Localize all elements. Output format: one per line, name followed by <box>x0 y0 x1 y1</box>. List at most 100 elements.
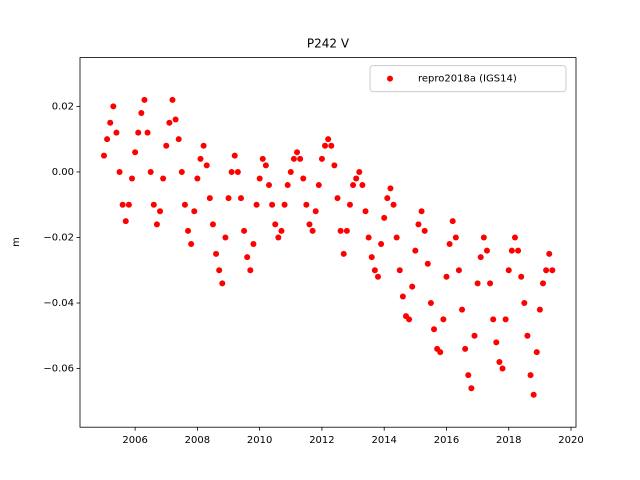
data-point <box>160 175 167 182</box>
data-point <box>265 182 272 189</box>
data-point <box>163 142 170 149</box>
data-point <box>303 201 310 208</box>
data-point <box>113 129 120 136</box>
data-point <box>153 221 160 228</box>
data-point <box>300 175 307 182</box>
data-point <box>515 247 522 254</box>
data-point <box>222 234 229 241</box>
data-point <box>231 152 238 159</box>
data-point <box>446 241 453 248</box>
data-point <box>346 201 353 208</box>
data-point <box>203 162 210 169</box>
data-point <box>480 234 487 241</box>
data-point <box>371 267 378 274</box>
data-point <box>284 182 291 189</box>
data-point <box>241 227 248 234</box>
data-point <box>247 267 254 274</box>
data-point <box>275 234 282 241</box>
data-point <box>213 250 220 257</box>
data-point <box>337 227 344 234</box>
y-tick-label: −0.02 <box>43 232 74 243</box>
data-point <box>312 208 319 215</box>
data-point <box>253 201 260 208</box>
data-point <box>462 345 469 352</box>
data-point <box>200 142 207 149</box>
data-point <box>424 260 431 267</box>
data-point <box>138 109 145 116</box>
data-point <box>157 208 164 215</box>
data-point <box>393 234 400 241</box>
data-point <box>135 129 142 136</box>
data-point <box>365 234 372 241</box>
data-point <box>415 221 422 228</box>
y-tick-label: −0.06 <box>43 364 74 375</box>
data-point <box>359 182 366 189</box>
data-point <box>250 241 257 248</box>
data-point <box>309 227 316 234</box>
data-point <box>228 168 235 175</box>
legend-marker <box>387 75 393 82</box>
data-point <box>147 168 154 175</box>
data-point <box>474 280 481 287</box>
data-point <box>443 273 450 280</box>
data-point <box>343 227 350 234</box>
data-point <box>437 349 444 356</box>
data-point <box>107 119 114 126</box>
data-point <box>511 234 518 241</box>
data-point <box>490 316 497 323</box>
data-point <box>493 339 500 346</box>
data-point <box>272 221 279 228</box>
data-point <box>216 267 223 274</box>
data-point <box>508 247 515 254</box>
data-point <box>144 129 151 136</box>
data-point <box>315 182 322 189</box>
data-point <box>334 195 341 202</box>
plot-area <box>100 96 556 398</box>
chart-title: P242 V <box>307 37 350 51</box>
data-point <box>471 332 478 339</box>
data-point <box>521 300 528 307</box>
data-point <box>539 280 546 287</box>
data-point <box>209 221 216 228</box>
data-point <box>225 195 232 202</box>
data-point <box>281 201 288 208</box>
data-point <box>194 175 201 182</box>
data-point <box>440 316 447 323</box>
data-point <box>306 221 313 228</box>
data-point <box>477 254 484 261</box>
data-point <box>331 162 338 169</box>
data-point <box>206 195 213 202</box>
data-point <box>287 168 294 175</box>
x-tick-label: 2018 <box>496 435 521 446</box>
data-point <box>518 273 525 280</box>
data-point <box>378 241 385 248</box>
data-point <box>325 136 332 143</box>
x-tick-label: 2012 <box>309 435 334 446</box>
legend-label: repro2018a (IGS14) <box>418 74 517 85</box>
data-point <box>381 214 388 221</box>
data-point <box>505 267 512 274</box>
x-tick-label: 2014 <box>371 435 396 446</box>
data-point <box>374 273 381 280</box>
data-point <box>116 168 123 175</box>
data-point <box>141 96 148 103</box>
data-point <box>362 208 369 215</box>
data-point <box>191 208 198 215</box>
data-point <box>290 155 297 162</box>
data-point <box>431 326 438 333</box>
data-point <box>452 234 459 241</box>
data-point <box>172 116 179 123</box>
data-point <box>427 300 434 307</box>
data-point <box>294 149 301 156</box>
data-point <box>496 358 503 365</box>
data-point <box>244 254 251 261</box>
data-point <box>185 227 192 234</box>
x-tick-label: 2008 <box>185 435 210 446</box>
data-point <box>368 254 375 261</box>
data-point <box>340 250 347 257</box>
data-point <box>412 247 419 254</box>
data-point <box>104 136 111 143</box>
data-point <box>175 136 182 143</box>
data-point <box>237 195 244 202</box>
data-point <box>259 155 266 162</box>
